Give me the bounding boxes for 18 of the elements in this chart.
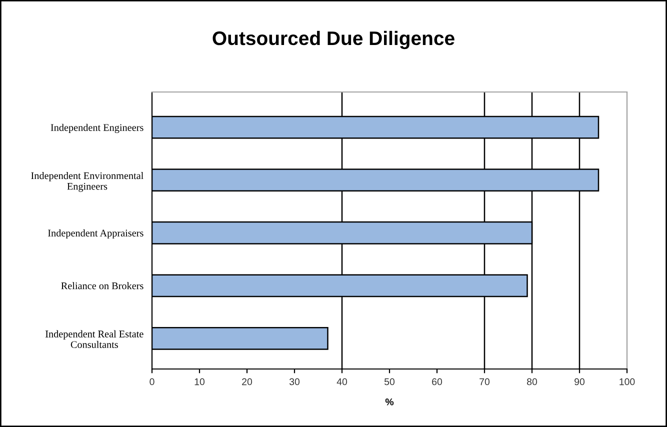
y-tick-label: Independent Environmental Engineers: [31, 172, 144, 192]
y-tick-label: Independent Appraisers: [48, 229, 144, 239]
x-tick-label: 70: [480, 378, 490, 386]
x-axis-title: %: [385, 398, 394, 406]
x-tick-label: 0: [150, 378, 154, 386]
x-tick-label: 60: [432, 378, 442, 386]
y-tick-label: Independent Real Estate Consultants: [45, 330, 144, 348]
x-tick-label: 90: [574, 378, 585, 386]
x-tick-label: 20: [242, 378, 252, 386]
y-tick-label: Independent Engineers: [50, 124, 144, 134]
x-tick-label: 30: [289, 378, 300, 386]
chart-title: Outsourced Due Diligence: [212, 30, 454, 50]
x-tick-label: 40: [336, 378, 348, 386]
x-tick-label: 80: [527, 378, 538, 386]
x-tick-label: 100: [620, 378, 635, 386]
x-tick-label: 50: [384, 378, 395, 386]
y-tick-label: Reliance on Brokers: [61, 282, 144, 290]
x-tick-label: 10: [194, 378, 205, 386]
